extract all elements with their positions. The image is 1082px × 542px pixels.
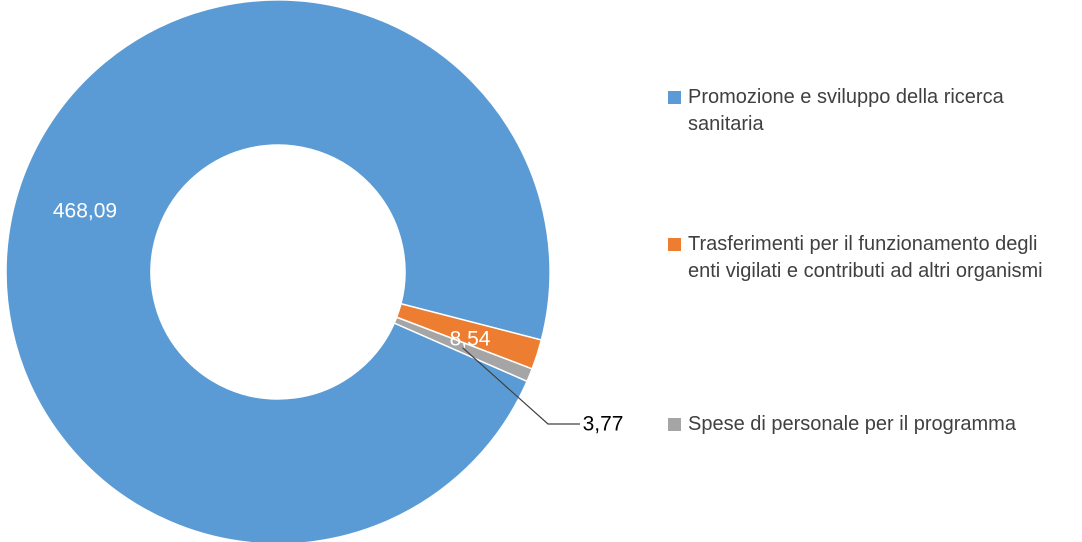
donut-slice [5,0,551,542]
legend-swatch [668,91,681,104]
legend-label: Promozione e sviluppo della ricerca sani… [688,86,1004,135]
legend-label: Trasferimenti per il funzionamento degli… [688,233,1043,282]
legend-label: Spese di personale per il programma [688,413,1016,435]
legend-item: Spese di personale per il programma [668,411,1073,438]
data-label: 468,09 [53,200,117,223]
legend-swatch [668,418,681,431]
data-label: 3,77 [583,413,624,436]
donut-slice [393,316,534,383]
legend-item: Promozione e sviluppo della ricerca sani… [668,84,1073,138]
legend-item: Trasferimenti per il funzionamento degli… [668,231,1073,285]
leader-line [462,347,580,425]
data-label: 8,54 [450,328,491,351]
legend-swatch [668,238,681,251]
